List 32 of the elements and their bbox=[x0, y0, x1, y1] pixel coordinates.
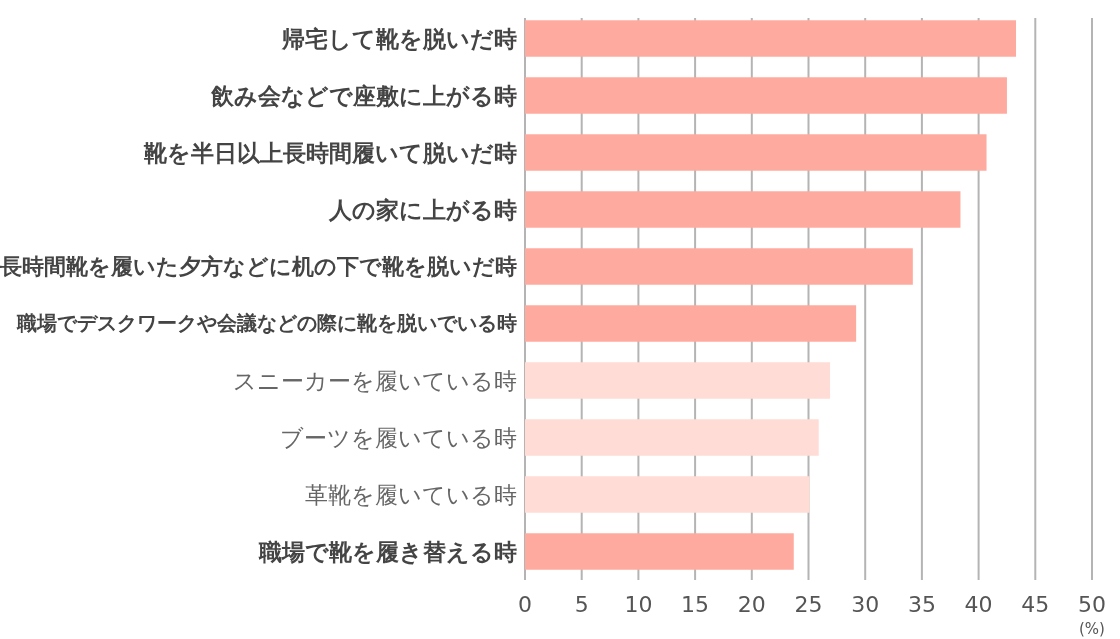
x-tick-label: 15 bbox=[681, 592, 710, 617]
x-tick-label: 25 bbox=[794, 592, 823, 617]
x-tick-label: 40 bbox=[964, 592, 993, 617]
y-tick-label: 革靴を履いている時 bbox=[305, 481, 517, 508]
y-tick-label: 飲み会などで座敷に上がる時 bbox=[210, 82, 517, 109]
x-tick-label: 20 bbox=[737, 592, 766, 617]
y-tick-label: スニーカーを履いている時 bbox=[233, 367, 517, 394]
y-tick-label: 帰宅して靴を脱いだ時 bbox=[281, 25, 517, 52]
bar bbox=[525, 533, 794, 570]
bar bbox=[525, 134, 987, 171]
bar bbox=[525, 248, 913, 285]
bar bbox=[525, 20, 1017, 57]
x-tick-label: 5 bbox=[574, 592, 589, 617]
bar bbox=[525, 305, 857, 342]
y-tick-label: ブーツを履いている時 bbox=[280, 424, 517, 451]
y-tick-label: 職場でデスクワークや会議などの際に靴を脱いでいる時 bbox=[16, 312, 517, 336]
bar bbox=[525, 476, 810, 513]
x-tick-label: 50 bbox=[1078, 592, 1106, 617]
bar bbox=[525, 77, 1007, 114]
x-tick-label: 30 bbox=[851, 592, 880, 617]
x-tick-label: 10 bbox=[624, 592, 653, 617]
y-tick-label: 靴を半日以上長時間履いて脱いだ時 bbox=[143, 139, 517, 166]
x-tick-label: 45 bbox=[1021, 592, 1050, 617]
bar bbox=[525, 362, 831, 399]
x-axis-title: (%) bbox=[1079, 620, 1105, 638]
x-tick-label: 0 bbox=[518, 592, 532, 617]
y-tick-label: 人の家に上がる時 bbox=[328, 196, 517, 223]
bar bbox=[525, 419, 819, 456]
y-tick-label: 長時間靴を履いた夕方などに机の下で靴を脱いだ時 bbox=[0, 254, 517, 280]
x-tick-label: 35 bbox=[907, 592, 936, 617]
bar bbox=[525, 191, 961, 228]
y-tick-label: 職場で靴を履き替える時 bbox=[258, 538, 517, 565]
